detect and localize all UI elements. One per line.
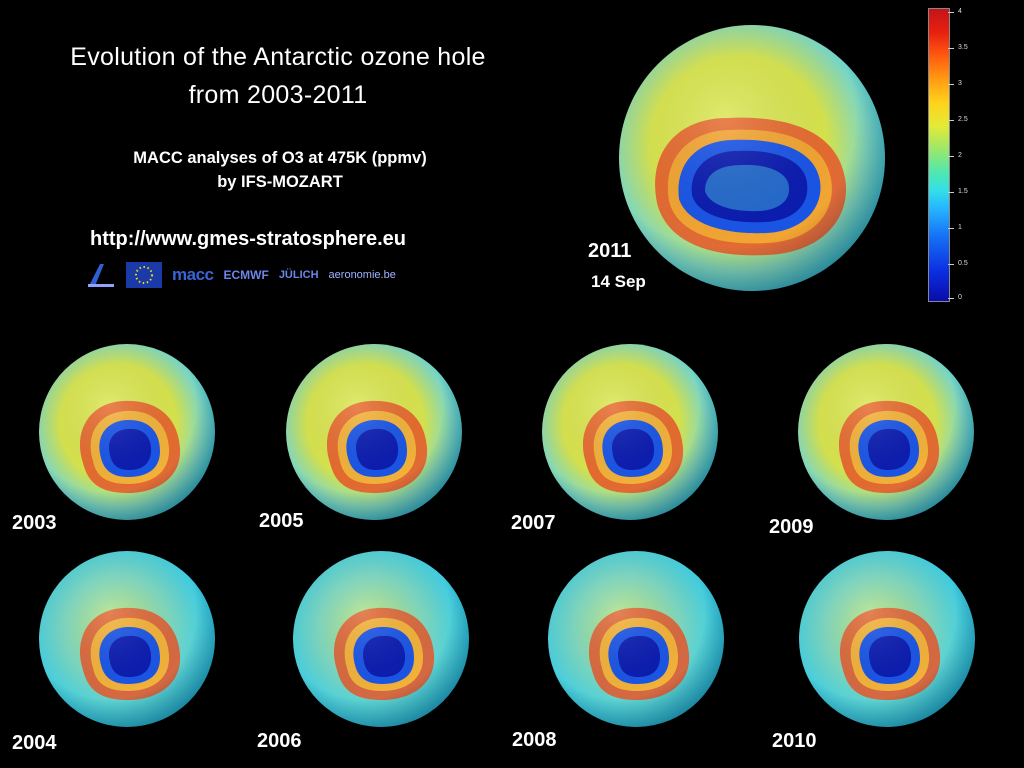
ozone-globe-2011 xyxy=(619,25,885,291)
year-label-2003: 2003 xyxy=(12,512,57,534)
macc-logo: macc xyxy=(172,265,214,284)
main-title: Evolution of the Antarctic ozone hole fr… xyxy=(18,38,538,114)
year-label-2008: 2008 xyxy=(512,729,557,751)
ozone-globe-2003 xyxy=(39,344,215,520)
year-label-2010: 2010 xyxy=(772,730,817,752)
eu-flag-logo xyxy=(126,262,162,288)
year-label-2004: 2004 xyxy=(12,732,57,754)
colorbar-tick: 1.5 xyxy=(958,188,968,195)
colorbar-tick: 4 xyxy=(958,8,962,15)
ozone-globe-2009 xyxy=(798,344,974,520)
colorbar-tick: 0.5 xyxy=(958,260,968,267)
colorbar-tick: 1 xyxy=(958,224,962,231)
title-line-1: Evolution of the Antarctic ozone hole xyxy=(70,43,486,71)
colorbar xyxy=(928,8,950,302)
colorbar-tick-mark xyxy=(948,12,954,13)
partner-logos: macc ECMWF JÜLICH aeronomie.be xyxy=(86,258,486,292)
subtitle: MACC analyses of O3 at 475K (ppmv) by IF… xyxy=(80,146,480,194)
subtitle-line-1: MACC analyses of O3 at 475K (ppmv) xyxy=(133,149,427,167)
ozone-globe-2007 xyxy=(542,344,718,520)
title-line-2: from 2003-2011 xyxy=(188,81,368,109)
year-label-2006: 2006 xyxy=(257,730,302,752)
aeronomie-logo: aeronomie.be xyxy=(328,269,396,281)
year-label-2009: 2009 xyxy=(769,516,814,538)
colorbar-tick-mark xyxy=(948,192,954,193)
colorbar-tick-mark xyxy=(948,228,954,229)
ozone-globe-2008 xyxy=(548,551,724,727)
colorbar-tick-mark xyxy=(948,156,954,157)
year-label-2005: 2005 xyxy=(259,510,304,532)
colorbar-tick-mark xyxy=(948,120,954,121)
subtitle-line-2: by IFS-MOZART xyxy=(217,173,343,191)
colorbar-tick: 2.5 xyxy=(958,116,968,123)
ozone-globe-2004 xyxy=(39,551,215,727)
colorbar-tick: 2 xyxy=(958,152,962,159)
julich-logo: JÜLICH xyxy=(278,269,319,281)
year-label-2007: 2007 xyxy=(511,512,556,534)
featured-year-label: 2011 xyxy=(588,240,632,262)
ozone-globe-2005 xyxy=(286,344,462,520)
ozone-globe-2006 xyxy=(293,551,469,727)
colorbar-tick-mark xyxy=(948,84,954,85)
featured-date-label: 14 Sep xyxy=(591,272,646,291)
ecmwf-logo: ECMWF xyxy=(223,268,269,282)
website-url: http://www.gmes-stratosphere.eu xyxy=(90,228,406,250)
colorbar-tick-mark xyxy=(948,48,954,49)
eu-fp7-logo xyxy=(88,264,114,287)
colorbar-tick: 0 xyxy=(958,294,962,301)
colorbar-tick-mark xyxy=(948,264,954,265)
colorbar-tick: 3.5 xyxy=(958,44,968,51)
colorbar-tick-mark xyxy=(948,298,954,299)
colorbar-tick: 3 xyxy=(958,80,962,87)
ozone-globe-2010 xyxy=(799,551,975,727)
